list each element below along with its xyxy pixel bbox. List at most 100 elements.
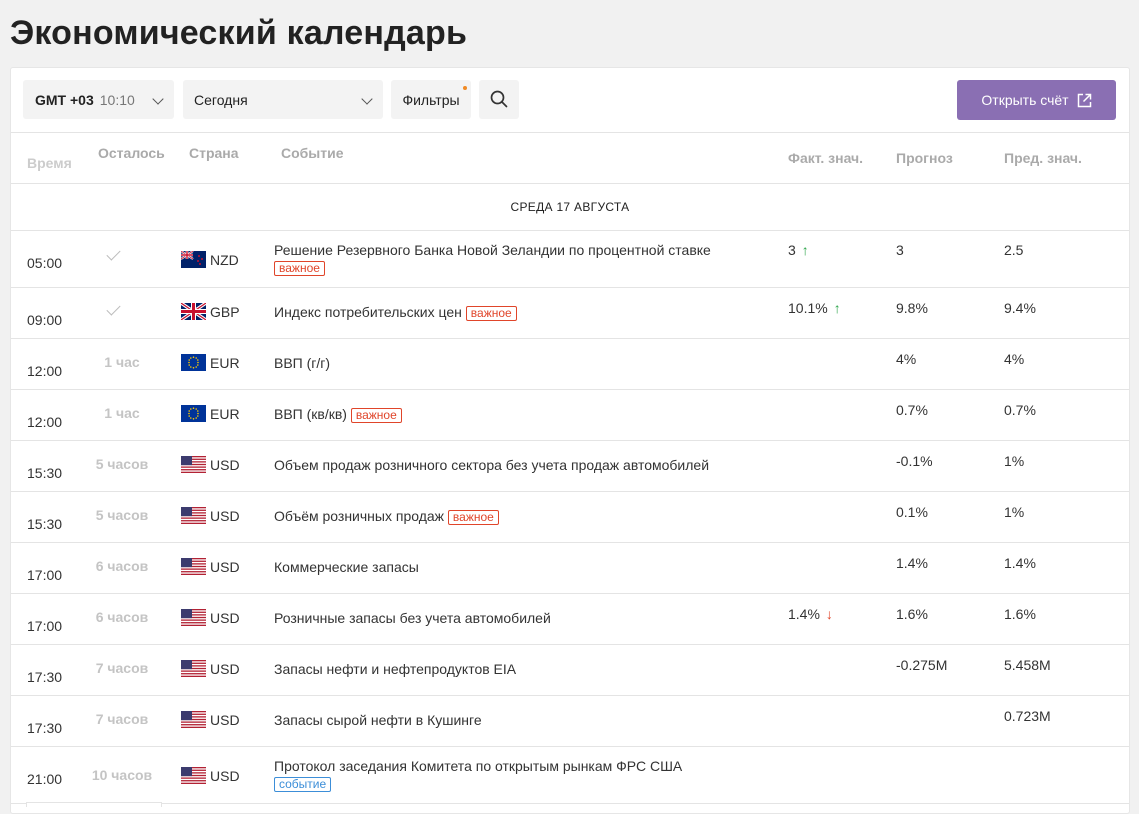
actual-value: 3 ↑ <box>788 242 809 258</box>
previous-value: 9.4% <box>1004 300 1036 316</box>
actual-number: 10.1% <box>788 300 828 316</box>
time-left: 7 часов <box>95 660 149 676</box>
filters-button[interactable]: Фильтры <box>391 80 471 119</box>
event-time: 17:30 <box>27 720 63 736</box>
event-title: Протокол заседания Комитета по открытым … <box>274 758 683 774</box>
event-time: 09:00 <box>27 312 63 328</box>
col-previous: Пред. знач. <box>1004 150 1082 166</box>
check-icon <box>106 246 121 261</box>
event-title: Объем продаж розничного сектора без учет… <box>274 457 710 473</box>
importance-badge: важное <box>447 510 499 525</box>
event-row[interactable]: 17:30 7 часов USD Запасы сырой нефти в Куши… <box>11 696 1129 747</box>
toolbar: GMT +03 10:10 Сегодня Фильтры Открыть сч… <box>11 68 1129 133</box>
search-button[interactable] <box>479 80 519 119</box>
event-title: Запасы нефти и нефтепродуктов EIA <box>274 661 517 677</box>
flag-us-icon <box>181 609 206 626</box>
check-icon <box>106 301 121 316</box>
forecast-value: 3 <box>896 242 904 258</box>
flag-nz-icon <box>180 250 206 268</box>
event-cell[interactable]: Протокол заседания Комитета по открытым … <box>274 758 774 792</box>
event-row[interactable]: 12:00 1 час EUR ВВП (г/г) 4% 4% <box>11 339 1129 390</box>
forecast-value: 4% <box>896 351 917 367</box>
date-select-value: Сегодня <box>194 91 248 108</box>
time-left: 6 часов <box>95 609 149 625</box>
col-forecast: Прогноз <box>896 150 953 166</box>
filters-indicator-dot <box>463 86 467 90</box>
event-row[interactable]: 17:30 7 часов USD Запасы нефти и нефтепроду… <box>11 645 1129 696</box>
event-cell[interactable]: ВВП (г/г) <box>274 355 774 372</box>
event-time: 17:00 <box>27 618 63 634</box>
col-time: Время <box>27 155 72 171</box>
event-row[interactable]: 09:00 GBP Индекс потребительских цен важно… <box>11 288 1129 339</box>
forecast-value: -0.1% <box>896 453 933 469</box>
event-time: 17:30 <box>27 669 63 685</box>
currency-code: USD <box>210 712 240 728</box>
event-row[interactable]: 17:00 6 часов USD Розничные запасы без учет… <box>11 594 1129 645</box>
event-time: 17:00 <box>27 567 63 583</box>
event-row[interactable]: 05:00 NZD Решение Резервного Банка Новой З… <box>11 231 1129 288</box>
currency-code: EUR <box>210 406 240 422</box>
event-row[interactable]: 15:30 5 часов USD Объём розничных продаж ва… <box>11 492 1129 543</box>
flag-us-icon <box>181 767 206 784</box>
importance-badge: важное <box>274 261 325 276</box>
col-event: Событие <box>281 145 344 161</box>
search-icon <box>490 90 508 108</box>
open-account-button[interactable]: Открыть счёт <box>957 80 1116 120</box>
forecast-value: 0.7% <box>896 402 928 418</box>
event-list: 05:00 NZD Решение Резервного Банка Новой З… <box>11 231 1129 804</box>
flag-us-icon <box>181 558 206 575</box>
col-actual: Факт. знач. <box>788 150 864 166</box>
flag-us-icon <box>181 507 206 524</box>
event-cell[interactable]: ВВП (кв/кв) важное <box>274 406 774 423</box>
arrow-down-icon: ↓ <box>825 606 833 622</box>
event-row[interactable]: 21:00 10 часов USD Протокол заседания Комит… <box>11 747 1129 804</box>
event-row[interactable]: 17:00 6 часов USD Коммерческие запасы 1.4% 1.… <box>11 543 1129 594</box>
date-select[interactable]: Сегодня <box>183 80 383 119</box>
event-cell[interactable]: Коммерческие запасы <box>274 559 774 576</box>
actual-number: 3 <box>788 242 796 258</box>
event-cell[interactable]: Объем продаж розничного сектора без учет… <box>274 457 774 474</box>
calendar-panel: GMT +03 10:10 Сегодня Фильтры Открыть сч… <box>10 67 1130 814</box>
actual-number: 1.4% <box>788 606 820 622</box>
previous-value: 0.7% <box>1004 402 1036 418</box>
event-cell[interactable]: Розничные запасы без учета автомобилей <box>274 610 774 627</box>
forecast-value: 0.1% <box>896 504 928 520</box>
flag-us-icon <box>181 660 206 677</box>
time-left: 10 часов <box>91 767 153 783</box>
event-cell[interactable]: Запасы сырой нефти в Кушинге <box>274 712 774 729</box>
previous-value: 2.5 <box>1004 242 1024 258</box>
flag-us-icon <box>181 711 206 728</box>
forecast-value: 1.6% <box>896 606 928 622</box>
currency-code: NZD <box>210 252 239 268</box>
currency-code: USD <box>210 508 240 524</box>
timezone-select[interactable]: GMT +03 10:10 <box>23 80 174 119</box>
time-left: 5 часов <box>95 507 149 523</box>
previous-value: 0.723M <box>1004 708 1051 724</box>
arrow-up-icon: ↑ <box>801 242 809 258</box>
previous-value: 1.6% <box>1004 606 1036 622</box>
timezone-offset: GMT +03 <box>35 91 94 108</box>
event-time: 12:00 <box>27 414 63 430</box>
event-time: 15:30 <box>27 516 63 532</box>
event-cell[interactable]: Запасы нефти и нефтепродуктов EIA <box>274 661 774 678</box>
event-cell[interactable]: Индекс потребительских цен важное <box>274 304 774 321</box>
event-cell[interactable]: Решение Резервного Банка Новой Зеландии … <box>274 242 774 276</box>
flag-eu-icon <box>181 354 206 371</box>
event-title: Розничные запасы без учета автомобилей <box>274 610 551 626</box>
event-title: Запасы сырой нефти в Кушинге <box>274 712 482 728</box>
forecast-value: 1.4% <box>896 555 928 571</box>
previous-value: 5.458M <box>1004 657 1051 673</box>
event-title: Решение Резервного Банка Новой Зеландии … <box>274 242 711 258</box>
event-cell[interactable]: Объём розничных продаж важное <box>274 508 774 525</box>
currency-code: USD <box>210 457 240 473</box>
flag-gb-icon <box>180 301 207 322</box>
chevron-down-icon <box>152 93 164 105</box>
time-left: 1 час <box>104 354 140 370</box>
currency-code: GBP <box>210 304 240 320</box>
event-title: Объём розничных продаж <box>274 508 445 524</box>
currency-code: USD <box>210 768 240 784</box>
event-row[interactable]: 12:00 1 час EUR ВВП (кв/кв) важное 0.7% 0.7% <box>11 390 1129 441</box>
open-account-label: Открыть счёт <box>981 92 1069 108</box>
event-title: Коммерческие запасы <box>274 559 419 575</box>
event-row[interactable]: 15:30 5 часов USD Объем продаж розничного с… <box>11 441 1129 492</box>
